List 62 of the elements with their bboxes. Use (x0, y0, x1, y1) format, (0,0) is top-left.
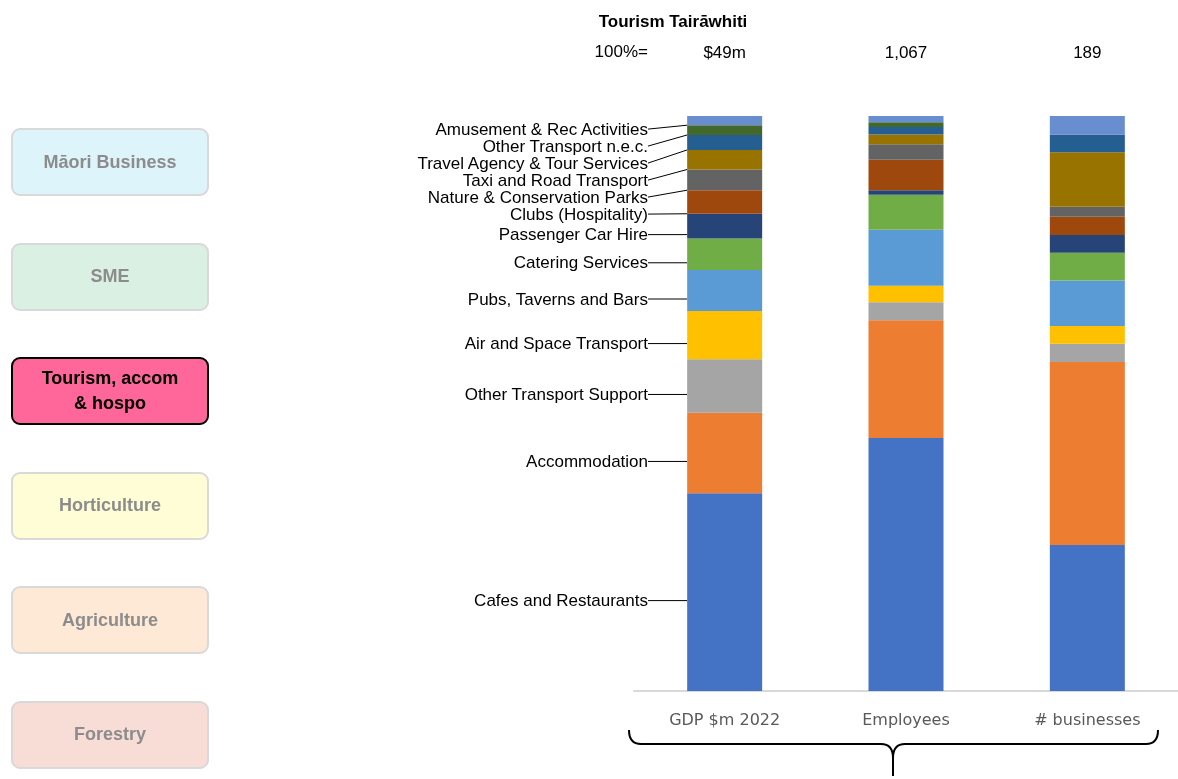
bar (1049, 362, 1125, 545)
bar (1049, 252, 1125, 281)
text: Cafes and Restaurants (474, 591, 648, 611)
bar (868, 126, 944, 135)
chart-title: Tourism Tairāwhiti (598, 12, 748, 31)
bar (1049, 216, 1125, 236)
text: Forestry (73, 723, 147, 746)
bar (1049, 544, 1125, 691)
bar (1049, 206, 1125, 217)
text: Passenger Car Hire (498, 225, 648, 245)
bar (868, 320, 944, 438)
text: Accommodation (526, 451, 648, 471)
text: Māori Business (43, 150, 177, 174)
bar (687, 125, 763, 135)
bar (868, 122, 944, 127)
bar (687, 310, 763, 360)
bar (1049, 325, 1125, 344)
bar (868, 194, 944, 230)
bar (687, 412, 763, 494)
x-tick-label: Employees (862, 709, 950, 729)
bar (687, 213, 763, 239)
bar (868, 190, 944, 195)
text: $49m (703, 43, 746, 62)
text: Other Transport n.e.c. (482, 136, 648, 156)
bar (1049, 134, 1125, 153)
bar (1049, 343, 1125, 363)
bar (687, 238, 763, 271)
bar (1049, 280, 1125, 326)
bar (687, 270, 763, 311)
bar (687, 149, 763, 170)
bar (687, 134, 763, 150)
bar (868, 229, 944, 286)
bar (687, 116, 763, 126)
text: Tourism, accom & hospo (40, 367, 180, 415)
bar (868, 144, 944, 160)
bar (868, 159, 944, 191)
bar (868, 302, 944, 321)
text: 1,067 (884, 43, 928, 62)
bar (687, 359, 763, 413)
bar (868, 116, 944, 123)
bar (868, 134, 944, 145)
text: Other Transport Support (464, 384, 649, 404)
text: Amusement & Rec Activities (435, 119, 648, 139)
text: Air and Space Transport (464, 334, 649, 354)
text: Catering Services (513, 253, 648, 273)
text: Clubs (Hospitality) (510, 204, 648, 224)
bar (687, 190, 763, 214)
x-tick-label: # businesses (1034, 709, 1141, 729)
text: 100%= (594, 42, 648, 62)
text: SME (90, 265, 130, 288)
bar (1049, 116, 1125, 135)
x-tick-label: GDP $m 2022 (669, 709, 781, 729)
text: Horticulture (58, 494, 161, 517)
bar (868, 285, 944, 303)
bar (1049, 152, 1125, 207)
text: 189 (1073, 43, 1102, 62)
text: Pubs, Taverns and Bars (467, 289, 648, 309)
bar (687, 493, 763, 691)
text: Agriculture (61, 608, 158, 632)
bar (1049, 235, 1125, 253)
bar (687, 169, 763, 191)
bar (868, 438, 944, 691)
